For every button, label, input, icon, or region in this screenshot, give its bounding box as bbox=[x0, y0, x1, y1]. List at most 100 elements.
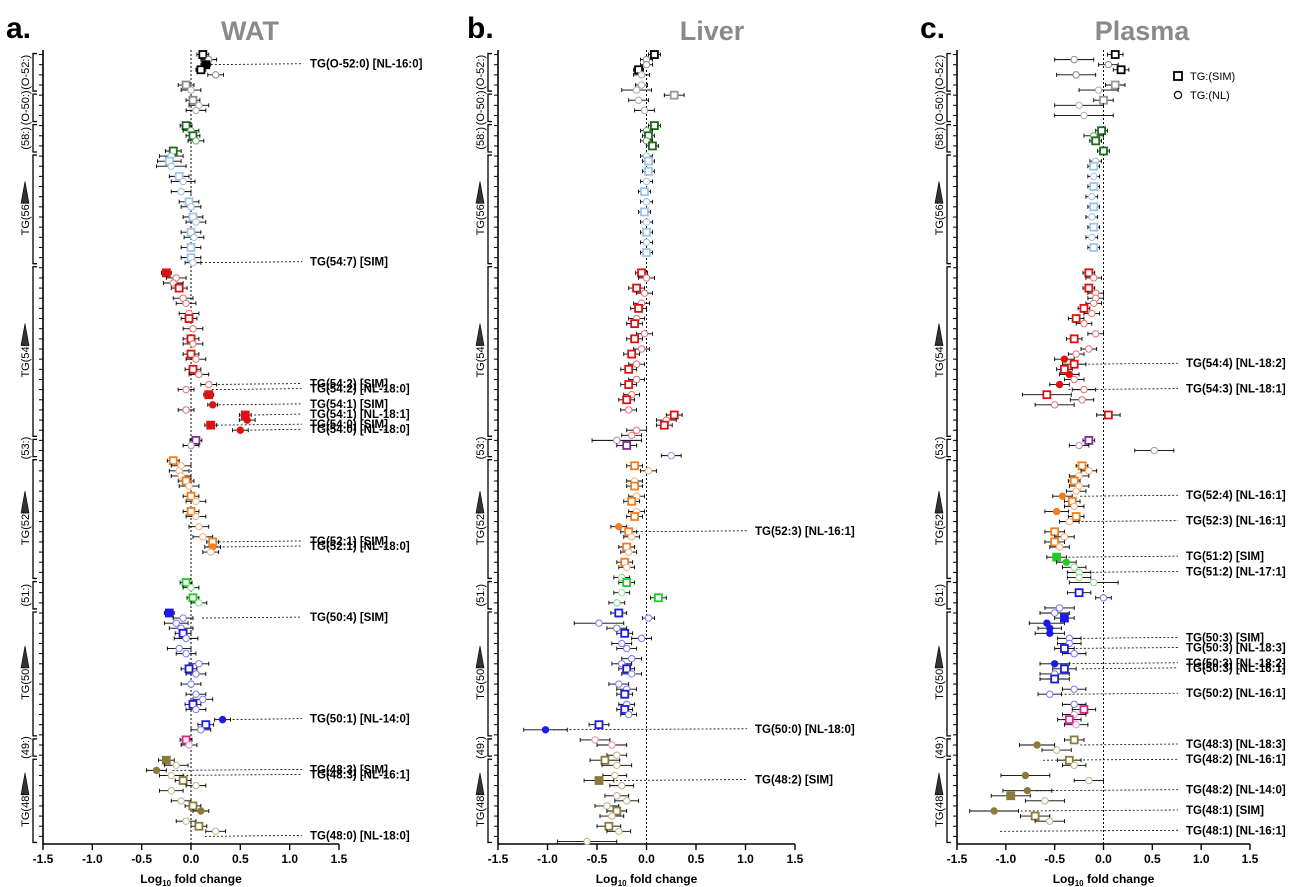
nl-marker bbox=[1070, 502, 1078, 511]
leader-line bbox=[1000, 829, 1179, 832]
sim-marker bbox=[1089, 202, 1099, 212]
nl-marker bbox=[644, 467, 653, 475]
nl-marker bbox=[209, 401, 217, 409]
nl-marker bbox=[1088, 233, 1096, 242]
bracket-line bbox=[487, 758, 492, 844]
nl-marker bbox=[618, 639, 626, 648]
data-point bbox=[620, 710, 638, 719]
data-point bbox=[623, 533, 641, 541]
x-tick-label: 0.0 bbox=[638, 852, 655, 866]
annotation: TG(48:3) [SIM] bbox=[172, 764, 388, 776]
nl-marker bbox=[1072, 720, 1080, 729]
nl-marker bbox=[190, 233, 198, 242]
group-label: TG(56: bbox=[934, 201, 946, 235]
group-bracket: (O-50:) bbox=[475, 90, 492, 125]
data-point bbox=[182, 507, 200, 516]
nl-marker bbox=[624, 710, 633, 719]
leader-line bbox=[553, 728, 748, 731]
data-point bbox=[614, 797, 640, 805]
data-point bbox=[633, 345, 650, 353]
data-point bbox=[190, 821, 208, 831]
nl-marker bbox=[1080, 111, 1088, 120]
panel-title: Liver bbox=[680, 16, 745, 46]
data-point bbox=[1054, 644, 1075, 653]
sim-marker bbox=[1060, 644, 1069, 653]
group-label: (51:) bbox=[475, 584, 487, 607]
data-point bbox=[626, 426, 647, 434]
group-label: (O-50:) bbox=[20, 90, 32, 125]
group-bracket: TG(50: bbox=[20, 611, 37, 737]
leader-line bbox=[201, 383, 303, 385]
nl-marker bbox=[167, 786, 175, 795]
group-bracket: TG(54: bbox=[20, 266, 37, 437]
data-point bbox=[185, 218, 207, 226]
data-point bbox=[1085, 274, 1102, 282]
data-point bbox=[616, 689, 634, 699]
x-tick-label: 1.0 bbox=[281, 852, 298, 866]
data-point bbox=[188, 370, 210, 379]
nl-marker bbox=[1070, 563, 1078, 572]
data-point bbox=[1093, 95, 1114, 105]
x-tick-label: -1.5 bbox=[488, 852, 509, 866]
sim-marker bbox=[194, 821, 204, 831]
data-point bbox=[1097, 146, 1110, 156]
nl-marker bbox=[637, 71, 646, 79]
nl-marker bbox=[623, 644, 631, 653]
leader-line bbox=[1082, 667, 1179, 670]
nl-marker bbox=[1070, 761, 1078, 770]
data-point bbox=[1034, 817, 1065, 825]
annotation: TG(50:3) [NL-18:3] bbox=[1055, 643, 1286, 655]
group-label: TG(52: bbox=[475, 511, 487, 545]
leader-line bbox=[1043, 758, 1179, 761]
data-point bbox=[636, 330, 653, 338]
data-point bbox=[1087, 172, 1101, 181]
bracket-line bbox=[946, 580, 951, 610]
nl-marker bbox=[192, 512, 200, 521]
group-label: TG(48: bbox=[475, 793, 487, 827]
data-point bbox=[1067, 350, 1085, 358]
nl-marker bbox=[172, 619, 180, 627]
nl-marker bbox=[591, 736, 599, 744]
nl-marker bbox=[627, 431, 636, 440]
data-point bbox=[626, 319, 643, 329]
group-label: TG(56: bbox=[20, 201, 32, 235]
data-point bbox=[638, 207, 651, 217]
sim-marker bbox=[642, 248, 651, 257]
data-point bbox=[618, 664, 636, 674]
bracket-line bbox=[946, 459, 951, 580]
data-point bbox=[640, 467, 657, 475]
sim-marker bbox=[204, 390, 214, 400]
sim-marker bbox=[1042, 390, 1052, 400]
sim-marker bbox=[1071, 512, 1081, 521]
wedge-icon bbox=[934, 645, 944, 669]
nl-marker bbox=[179, 614, 187, 622]
annotation-label: TG(54:3) [NL-18:1] bbox=[1186, 384, 1286, 396]
data-point bbox=[188, 660, 210, 668]
data-point bbox=[1044, 604, 1075, 612]
data-point bbox=[180, 86, 202, 94]
sim-marker bbox=[640, 207, 649, 217]
leader-line bbox=[201, 616, 303, 619]
sim-marker bbox=[653, 593, 663, 603]
group-label: (58:) bbox=[475, 127, 487, 150]
nl-marker bbox=[187, 441, 195, 450]
group-label: TG(56: bbox=[475, 201, 487, 235]
x-tick-label: -1.5 bbox=[947, 852, 968, 866]
data-point bbox=[207, 71, 225, 79]
data-point bbox=[180, 664, 198, 674]
wedge-icon bbox=[475, 772, 485, 796]
nl-marker bbox=[1094, 86, 1103, 94]
sim-marker bbox=[627, 496, 637, 506]
sim-marker bbox=[174, 171, 184, 181]
nl-marker bbox=[177, 797, 185, 805]
data-point bbox=[626, 334, 643, 344]
data-point bbox=[163, 608, 175, 618]
x-axis-label: Log10 fold change bbox=[1053, 872, 1155, 887]
nl-marker bbox=[632, 86, 641, 94]
data-point bbox=[190, 599, 208, 607]
bracket-line bbox=[487, 93, 492, 123]
x-tick-label: -1.0 bbox=[995, 852, 1016, 866]
nl-marker bbox=[640, 330, 649, 338]
nl-marker bbox=[207, 548, 215, 556]
